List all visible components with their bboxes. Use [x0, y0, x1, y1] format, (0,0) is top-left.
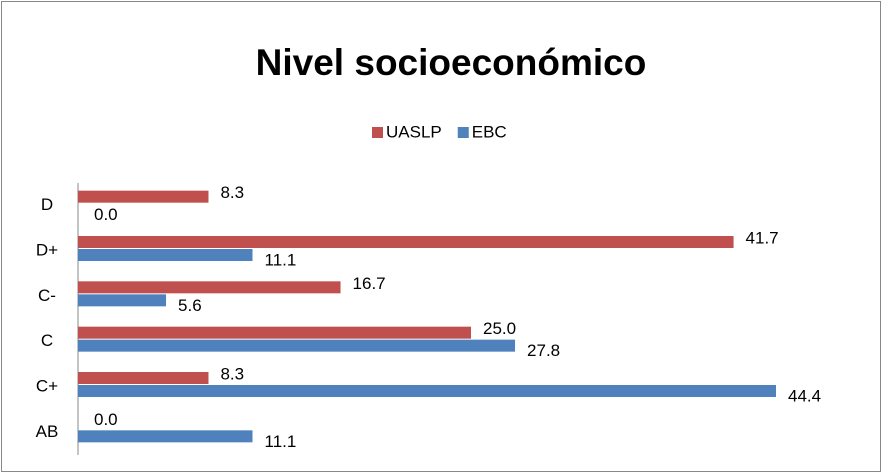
- legend-swatch: [372, 127, 383, 138]
- data-label: 11.1: [265, 432, 297, 451]
- legend-swatch: [457, 127, 469, 138]
- bar: [78, 236, 734, 248]
- chart-title: Nivel socioeconómico: [256, 42, 647, 83]
- data-label: 0.0: [94, 410, 118, 429]
- data-label: 16.7: [353, 274, 386, 293]
- data-label: 27.8: [527, 341, 560, 360]
- bar: [78, 281, 341, 294]
- data-label: 25.0: [483, 319, 516, 338]
- data-label: 5.6: [178, 296, 202, 315]
- y-tick-label: D: [41, 195, 53, 214]
- legend-label: EBC: [472, 122, 507, 141]
- bar: [78, 249, 253, 261]
- data-label: 44.4: [788, 386, 821, 405]
- y-tick-label: C+: [36, 376, 58, 395]
- y-tick-label: AB: [36, 422, 59, 441]
- bar: [78, 326, 472, 339]
- bar: [78, 190, 209, 203]
- y-tick-label: D+: [36, 240, 58, 259]
- data-label: 41.7: [746, 228, 779, 247]
- bar: [78, 339, 516, 352]
- data-label: 11.1: [265, 250, 297, 269]
- data-label: 8.3: [220, 183, 244, 202]
- data-label: 0.0: [94, 205, 118, 224]
- bar: [78, 372, 209, 384]
- bar: [78, 385, 776, 397]
- data-label: 8.3: [220, 364, 244, 383]
- y-tick-label: C: [41, 331, 53, 350]
- y-tick-label: C-: [38, 286, 56, 305]
- bar: [78, 430, 253, 443]
- legend-label: UASLP: [386, 122, 442, 141]
- bar: [78, 294, 167, 307]
